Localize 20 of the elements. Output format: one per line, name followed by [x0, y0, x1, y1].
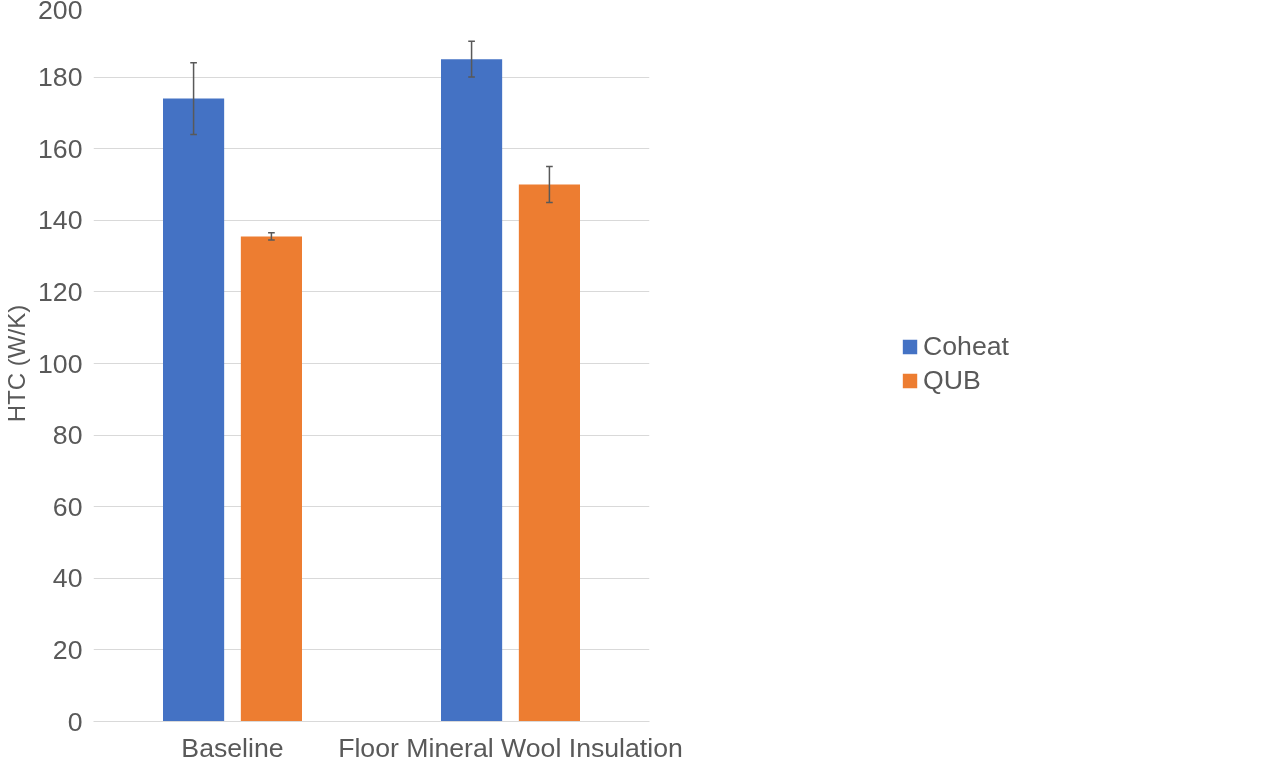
y-tick-label: 20: [52, 634, 83, 665]
y-tick-label: 160: [38, 133, 83, 164]
y-axis-title: HTC (W/K): [3, 304, 31, 423]
bar: [518, 184, 580, 722]
x-tick-label: Baseline: [181, 732, 284, 763]
bar: [441, 59, 503, 722]
legend-label: QUB: [923, 364, 981, 396]
y-tick-label: 200: [38, 0, 83, 25]
y-tick-label: 100: [38, 348, 83, 379]
bar: [240, 236, 302, 722]
y-tick-label: 80: [52, 420, 83, 451]
bar: [163, 98, 225, 722]
y-tick-label: 140: [38, 205, 83, 236]
y-tick-label: 0: [67, 706, 83, 737]
x-tick-label: Floor Mineral Wool Insulation: [338, 732, 683, 763]
y-tick-label: 120: [38, 276, 83, 307]
y-tick-label: 180: [38, 62, 83, 93]
y-tick-label: 60: [52, 491, 83, 522]
legend-label: Coheat: [923, 330, 1009, 362]
y-tick-label: 40: [52, 563, 83, 594]
